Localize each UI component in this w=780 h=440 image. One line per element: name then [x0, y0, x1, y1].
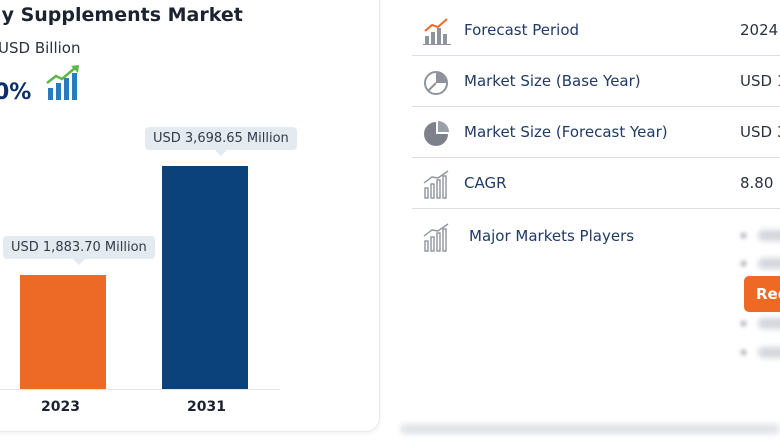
bar-growth-icon — [423, 170, 449, 199]
blurred-list-bullet — [740, 349, 747, 356]
detail-label: Market Size (Base Year) — [464, 72, 641, 90]
detail-row-forecast-period: Forecast Period 2024 — [412, 4, 780, 56]
bar-2023 — [20, 275, 106, 389]
detail-row-base-year: Market Size (Base Year) USD 1 — [412, 55, 780, 107]
bar-value-label-2031: USD 3,698.65 Million — [145, 127, 297, 156]
blurred-player-name — [758, 318, 780, 329]
pie-chart-outline-icon — [424, 71, 448, 95]
year-label-2023: 2023 — [41, 399, 80, 415]
bar-value-label-2023: USD 1,883.70 Million — [3, 236, 155, 265]
detail-label: Market Size (Forecast Year) — [464, 123, 668, 141]
detail-label: CAGR — [464, 174, 507, 192]
blurred-player-name — [758, 258, 780, 269]
request-sample-button[interactable]: Req — [744, 276, 780, 312]
market-unit: USD Billion — [0, 39, 81, 57]
year-label-2031: 2031 — [187, 399, 226, 415]
detail-row-cagr: CAGR 8.80 — [412, 157, 780, 209]
blurred-player-name — [758, 347, 780, 358]
detail-row-forecast-year: Market Size (Forecast Year) USD 3 — [412, 106, 780, 158]
blurred-player-name — [758, 230, 780, 241]
blurred-list-bullet — [740, 260, 747, 267]
pie-chart-filled-icon — [424, 121, 449, 146]
blurred-footer-text — [400, 424, 780, 434]
detail-value: 2024 — [740, 21, 779, 39]
detail-value: 8.80 — [740, 174, 774, 192]
forecast-chart-icon — [423, 18, 451, 45]
detail-label: Major Markets Players — [469, 227, 635, 245]
detail-row-major-players: Major Markets Players — [412, 208, 780, 388]
bar-chart-growth-arrow-icon — [46, 65, 79, 100]
blurred-list-bullet — [740, 320, 747, 327]
cagr-value: 0% — [0, 80, 32, 105]
blurred-list-bullet — [740, 232, 747, 239]
detail-label: Forecast Period — [464, 21, 580, 39]
detail-value: USD 1 — [740, 72, 780, 90]
bar-2031 — [162, 166, 248, 389]
market-title: gy Supplements Market — [0, 4, 243, 26]
chart-baseline — [0, 389, 280, 390]
bar-growth-icon — [423, 223, 449, 252]
detail-value: USD 3 — [740, 123, 780, 141]
